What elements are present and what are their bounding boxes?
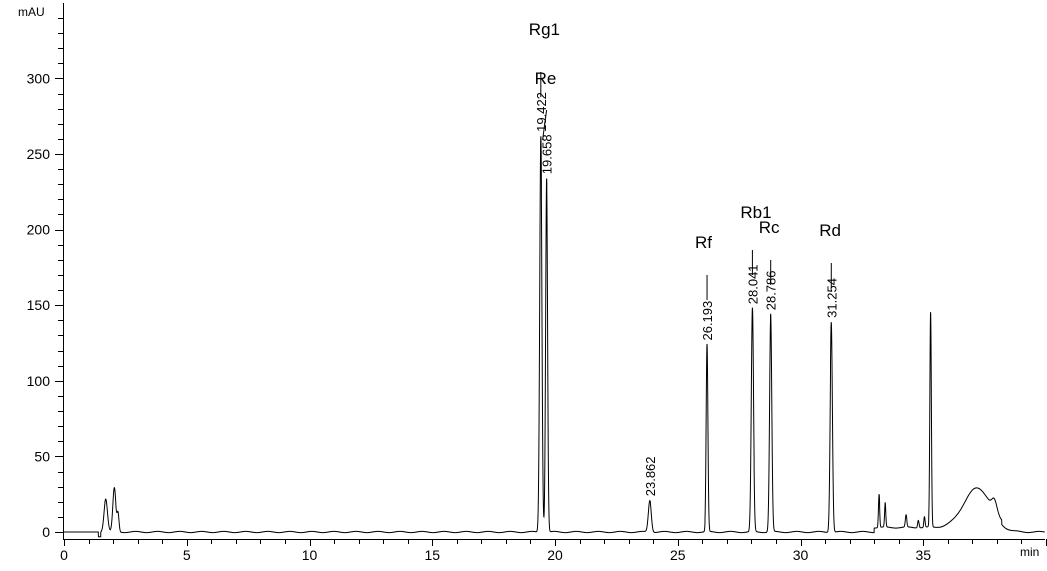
- retention-time-label: 28.041: [745, 264, 760, 304]
- x-tick-label: 5: [183, 547, 191, 563]
- retention-time-label: 31.254: [824, 278, 839, 318]
- y-tick-label: 150: [27, 297, 51, 313]
- x-tick-label: 35: [915, 547, 931, 563]
- compound-annotation: Rc: [759, 218, 780, 237]
- x-tick-label: 15: [424, 547, 440, 563]
- x-tick-label: 30: [793, 547, 809, 563]
- axes: 0 50 100 150 200 250 300 0 5 10 15 20 25 30 35: [27, 3, 1047, 563]
- x-axis-label: min: [1020, 545, 1039, 559]
- y-tick-label: 50: [34, 448, 50, 464]
- retention-time-label: 26.193: [700, 301, 715, 341]
- x-tick-label: 25: [670, 547, 686, 563]
- x-tick-label: 10: [302, 547, 318, 563]
- retention-time-label: 19.658: [540, 134, 555, 174]
- compound-annotation: Rg1: [529, 20, 560, 39]
- y-tick-label: 0: [42, 524, 50, 540]
- retention-time-label: 28.786: [764, 271, 779, 311]
- chromatogram-trace: [64, 136, 1045, 538]
- y-tick-label: 100: [27, 373, 51, 389]
- x-tick-label: 0: [60, 547, 68, 563]
- x-tick-label: 20: [547, 547, 563, 563]
- annotation-leader-line: [542, 109, 548, 141]
- y-tick-label: 300: [27, 70, 51, 86]
- compound-annotation: Rf: [695, 233, 712, 252]
- retention-time-label: 23.862: [643, 456, 658, 496]
- y-tick-label: 250: [27, 146, 51, 162]
- compound-annotation: Rd: [819, 221, 841, 240]
- y-axis-label: mAU: [18, 5, 45, 19]
- compound-annotation: Rb1: [740, 203, 771, 222]
- y-tick-label: 200: [27, 222, 51, 238]
- compound-annotation: Re: [535, 69, 557, 88]
